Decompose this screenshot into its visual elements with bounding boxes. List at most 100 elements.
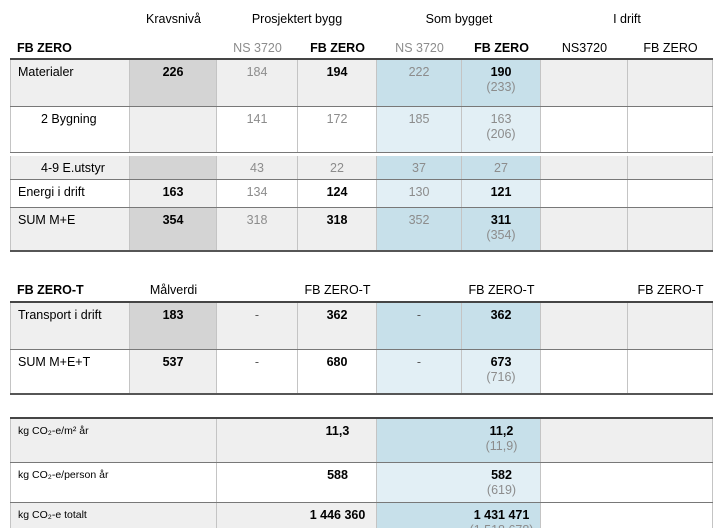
idrift-fb-cell — [628, 156, 713, 179]
prosjektert-fb-value: 172 — [298, 107, 377, 152]
sombygget-ns-value: - — [377, 303, 462, 349]
table1-row-eutstyr: 4-9 E.utstyr 43 22 37 27 — [10, 153, 713, 180]
idrift-ns-cell — [541, 303, 628, 349]
header-prosjektert-bygg: Prosjektert bygg — [251, 12, 343, 26]
row-label: Transport i drift — [10, 303, 130, 349]
sombygget-ns-value: 352 — [377, 208, 462, 250]
table1-subheader-row: FB ZERO NS 3720 FB ZERO NS 3720 FB ZERO … — [10, 30, 713, 58]
prosjektert-ns-value: - — [217, 350, 298, 393]
table1-row-energi: Energi i drift 163 134 124 130 121 — [10, 180, 713, 208]
prosjektert-fb-value: 318 — [298, 208, 377, 250]
value-paren: (1 518 678) — [462, 523, 540, 528]
idrift-ns-cell — [541, 107, 628, 152]
projected-value-cell: 1 446 360 — [217, 503, 377, 528]
row-label: SUM M+E — [10, 208, 130, 250]
colheader-idrift-fbzerot: FB ZERO-T — [637, 283, 704, 297]
prosjektert-fb-value: 22 — [298, 156, 377, 179]
colheader-sombygget-ns3720: NS 3720 — [395, 41, 444, 55]
value: 11,3 — [325, 424, 350, 438]
value-paren: (233) — [486, 80, 516, 94]
projected-value-cell: 11,3 — [217, 419, 377, 462]
table3-row-per-person: kg CO₂-e/person år 588 582 (619) — [10, 463, 713, 503]
malverdi-value: 183 — [130, 303, 217, 349]
sombygget-ns-value: 222 — [377, 60, 462, 106]
table2-row-transport: Transport i drift 183 - 362 - 362 — [10, 303, 713, 350]
colheader-idrift-fbzero: FB ZERO — [643, 41, 698, 55]
idrift-fb-cell — [628, 180, 713, 207]
colheader-sombygget-fbzero: FB ZERO — [474, 41, 529, 55]
idrift-ns-cell — [541, 208, 628, 250]
idrift-fb-cell — [628, 60, 713, 106]
prosjektert-ns-value: 134 — [217, 180, 298, 207]
value: 588 — [327, 468, 348, 482]
row-label: 4-9 E.utstyr — [10, 156, 130, 179]
prosjektert-ns-value: 141 — [217, 107, 298, 152]
idrift-ns-cell — [541, 156, 628, 179]
prosjektert-fb-value: 124 — [298, 180, 377, 207]
idrift-fb-cell — [628, 350, 713, 393]
built-value-cell: 1 431 471(1 518 678) — [377, 503, 541, 528]
table1-row-materialer: Materialer 226 184 194 222 190 (233) — [10, 60, 713, 107]
sombygget-fb-value: 673 (716) — [462, 350, 541, 393]
value-wrap: 1 431 471(1 518 678) — [462, 507, 540, 528]
sombygget-fb-value: 163 (206) — [462, 107, 541, 152]
prosjektert-ns-value: 184 — [217, 60, 298, 106]
sombygget-ns-value: - — [377, 350, 462, 393]
table1: Materialer 226 184 194 222 190 (233) 2 By… — [10, 58, 713, 252]
row-label: kg CO₂-e/m² år — [10, 419, 217, 462]
value: 1 446 360 — [309, 508, 366, 522]
prosjektert-ns-value: - — [217, 303, 298, 349]
header-kravsniva: Kravsnivå — [146, 12, 201, 26]
kravsniva-value: 354 — [130, 208, 217, 250]
kravsniva-value: 226 — [130, 60, 217, 106]
colheader-prosjektert-ns3720: NS 3720 — [233, 41, 282, 55]
built-value-cell: 11,2 (11,9) — [377, 419, 541, 462]
idrift-fb-cell — [628, 303, 713, 349]
idrift-ns-cell — [541, 350, 628, 393]
value: 582 — [491, 468, 512, 482]
sombygget-fb-value: 362 — [462, 303, 541, 349]
idrift-ns-cell — [541, 180, 628, 207]
idrift-fb-cell — [628, 208, 713, 250]
value-paren: (11,9) — [485, 439, 518, 453]
colheader-prosjektert-fbzerot: FB ZERO-T — [304, 283, 371, 297]
value-wrap: 11,2 (11,9) — [462, 423, 540, 454]
sombygget-ns-value: 37 — [377, 156, 462, 179]
table1-group-header-row: Kravsnivå Prosjektert bygg Som bygget I … — [10, 8, 713, 30]
row-label: Energi i drift — [10, 180, 130, 207]
row-label: kg CO₂-e totalt — [10, 503, 217, 528]
prosjektert-fb-value: 194 — [298, 60, 377, 106]
table2-row-sum: SUM M+E+T 537 - 680 - 673 (716) — [10, 350, 713, 393]
value: 190 — [490, 65, 512, 79]
colheader-idrift-ns3720: NS3720 — [561, 41, 608, 55]
sombygget-fb-value: 311 (354) — [462, 208, 541, 250]
table2-header-row: FB ZERO-T Målverdi FB ZERO-T FB ZERO-T F… — [10, 270, 713, 301]
sombygget-fb-value: 27 — [462, 156, 541, 179]
value-paren: (354) — [486, 228, 516, 242]
idrift-ns-cell — [541, 60, 628, 106]
row-label: kg CO₂-e/person år — [10, 463, 217, 502]
table3: kg CO₂-e/m² år 11,3 11,2 (11,9) kg CO₂-e/… — [10, 417, 713, 528]
prosjektert-ns-value: 318 — [217, 208, 298, 250]
kravsniva-value — [130, 156, 217, 179]
table2-title: FB ZERO-T — [17, 283, 84, 297]
prosjektert-fb-value: 680 — [298, 350, 377, 393]
colheader-sombygget-fbzerot: FB ZERO-T — [468, 283, 535, 297]
empty-cell — [541, 503, 713, 528]
row-label: SUM M+E+T — [10, 350, 130, 393]
kravsniva-value: 163 — [130, 180, 217, 207]
sombygget-fb-value: 121 — [462, 180, 541, 207]
value-paren: (619) — [486, 483, 517, 497]
value: 311 — [490, 213, 512, 227]
idrift-fb-cell — [628, 107, 713, 152]
value: 11,2 — [489, 424, 514, 438]
table2: Transport i drift 183 - 362 - 362 SUM M+… — [10, 301, 713, 395]
built-value-cell: 582 (619) — [377, 463, 541, 502]
colheader-prosjektert-fbzero: FB ZERO — [310, 41, 365, 55]
table3-row-total: kg CO₂-e totalt 1 446 360 1 431 471(1 51… — [10, 503, 713, 528]
row-label: Materialer — [10, 60, 130, 106]
value-paren: (716) — [486, 370, 516, 384]
sombygget-ns-value: 185 — [377, 107, 462, 152]
value-paren: (206) — [486, 127, 516, 141]
